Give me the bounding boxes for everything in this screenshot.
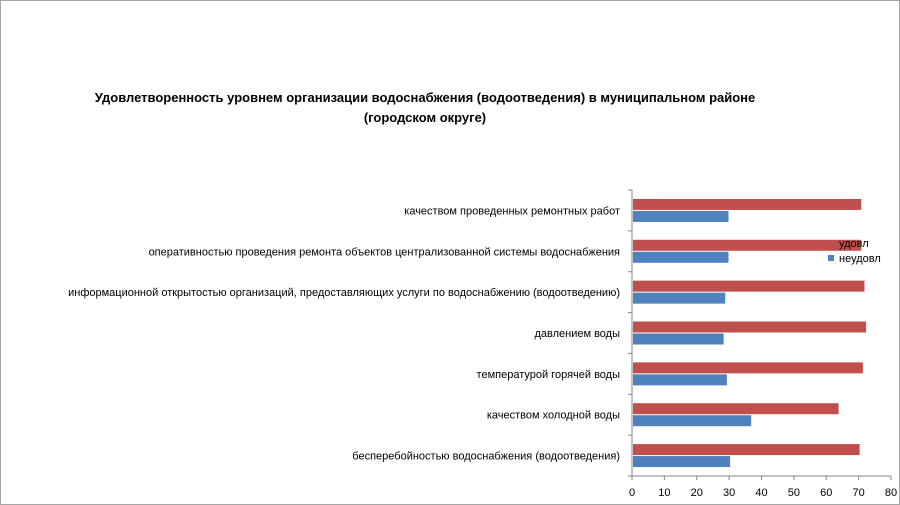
x-tick-label: 10	[658, 487, 670, 499]
chart-title: Удовлетворенность уровнем организации во…	[94, 90, 756, 125]
plot-area	[628, 189, 891, 477]
category-label: качеством проведенных ремонтных работ	[404, 205, 620, 217]
bar-unsatisfied	[633, 292, 726, 304]
bar-unsatisfied	[633, 333, 724, 345]
bar-unsatisfied	[633, 374, 727, 386]
legend-label: неудовл	[839, 253, 881, 265]
category-label: оперативностью проведения ремонта объект…	[149, 246, 620, 258]
x-tick-label: 0	[629, 487, 635, 499]
category-label: давлением воды	[534, 328, 620, 340]
category-label: качеством холодной воды	[487, 410, 620, 422]
bar-satisfied	[633, 444, 860, 456]
bar-satisfied	[633, 239, 862, 251]
legend-swatch	[828, 255, 834, 261]
category-label: бесперебойностью водоснабжения (водоотве…	[352, 451, 620, 463]
x-tick-label: 50	[788, 487, 800, 499]
bar-satisfied	[633, 403, 839, 415]
legend: удовл неудовл	[828, 238, 881, 265]
legend-swatch	[828, 240, 834, 246]
x-tick-label: 70	[853, 487, 865, 499]
bar-satisfied	[633, 198, 862, 210]
x-tick-label: 60	[820, 487, 832, 499]
x-tick-label: 80	[885, 487, 897, 499]
bar-unsatisfied	[633, 456, 731, 468]
category-label: температурой горячей воды	[477, 369, 621, 381]
bar-satisfied	[633, 321, 867, 333]
bar-unsatisfied	[633, 415, 752, 427]
category-label: информационной открытостью организаций, …	[68, 287, 620, 299]
category-labels: бесперебойностью водоснабжения (водоотве…	[68, 205, 620, 462]
bar-satisfied	[633, 362, 863, 374]
x-tick-label: 30	[723, 487, 735, 499]
x-tick-label: 20	[691, 487, 703, 499]
legend-label: удовл	[839, 238, 869, 250]
bar-unsatisfied	[633, 210, 729, 222]
x-axis-ticks: 0 10 20 30 40 50 60 70 80	[629, 476, 897, 499]
bar-unsatisfied	[633, 251, 729, 263]
x-tick-label: 40	[755, 487, 767, 499]
bar-satisfied	[633, 280, 865, 292]
